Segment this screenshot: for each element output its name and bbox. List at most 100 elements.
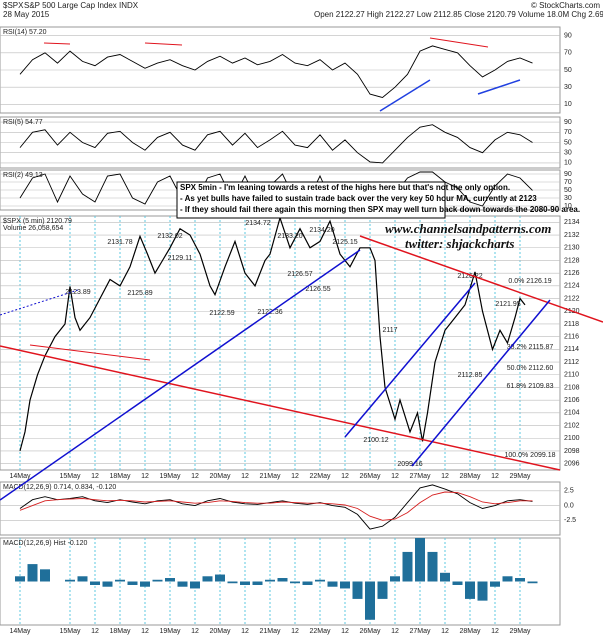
y-tick-label: 70 bbox=[564, 129, 572, 136]
x-tick-label: 12 bbox=[441, 473, 449, 480]
series-line bbox=[19, 45, 533, 98]
x-tick-label: 15May bbox=[59, 628, 81, 635]
bar bbox=[277, 578, 288, 582]
bar bbox=[452, 581, 463, 585]
price-label: 2122.59 bbox=[209, 310, 234, 317]
price-label: 2126.57 bbox=[287, 271, 312, 278]
panel-title: MACD(12,26,9) 0.714, 0.834, -0.120 bbox=[3, 484, 116, 491]
y-tick-label: 2.5 bbox=[564, 488, 574, 495]
x-tick-label: 29May bbox=[509, 628, 531, 635]
bar bbox=[127, 581, 138, 585]
y-tick-label: 10 bbox=[564, 160, 572, 167]
rsi-trend-line bbox=[43, 42, 71, 45]
series-line bbox=[19, 484, 533, 530]
y-tick-label: 2126 bbox=[564, 270, 580, 277]
credit: © StockCharts.com bbox=[531, 1, 600, 10]
price-label: 61.8% 2109.83 bbox=[506, 383, 553, 390]
price-label: 2134.20 bbox=[309, 227, 334, 234]
bar bbox=[215, 574, 225, 582]
x-tick-label: 12 bbox=[91, 628, 99, 635]
panel-subtitle: Volume 26,058,654 bbox=[3, 225, 63, 232]
y-tick-label: 2096 bbox=[564, 460, 580, 467]
trend-line bbox=[0, 289, 79, 316]
y-tick-label: 70 bbox=[564, 179, 572, 186]
x-tick-label: 12 bbox=[241, 628, 249, 635]
y-tick-label: 2104 bbox=[564, 410, 580, 417]
panel-title: MACD(12,26,9) Hist -0.120 bbox=[3, 540, 88, 547]
bar bbox=[415, 538, 425, 582]
bar bbox=[302, 581, 313, 585]
bar bbox=[227, 581, 238, 584]
x-tick-label: 12 bbox=[341, 628, 349, 635]
x-tick-label: 18May bbox=[109, 473, 131, 480]
x-tick-label: 12 bbox=[191, 473, 199, 480]
price-label: 0.0% 2126.19 bbox=[508, 278, 551, 285]
bar bbox=[427, 551, 438, 582]
panel-title: $SPX (5 min) 2120.79 bbox=[3, 218, 72, 225]
x-tick-label: 18May bbox=[109, 628, 131, 635]
y-tick-label: 70 bbox=[564, 50, 572, 57]
price-label: 38.2% 2115.87 bbox=[507, 344, 554, 351]
symbol-name: S&P 500 Large Cap Index INDX bbox=[24, 1, 139, 10]
series-line bbox=[19, 124, 533, 164]
x-tick-label: 12 bbox=[141, 628, 149, 635]
x-tick-label: 22May bbox=[309, 628, 331, 635]
panel-title: RSI(14) 57.20 bbox=[3, 29, 47, 36]
y-tick-label: 2132 bbox=[564, 232, 580, 239]
x-tick-label: 12 bbox=[91, 473, 99, 480]
x-tick-label: 29May bbox=[509, 473, 531, 480]
y-tick-label: 30 bbox=[564, 84, 572, 91]
x-tick-label: 12 bbox=[391, 473, 399, 480]
panel-title: RSI(2) 49.13 bbox=[3, 172, 43, 179]
y-tick-label: 10 bbox=[564, 101, 572, 108]
price-label: 50.0% 2112.60 bbox=[507, 365, 554, 372]
rsi-trend-line bbox=[144, 42, 183, 46]
y-tick-label: 2130 bbox=[564, 245, 580, 252]
x-tick-label: 12 bbox=[141, 473, 149, 480]
bar bbox=[240, 581, 250, 585]
x-tick-label: 26May bbox=[359, 628, 381, 635]
bar bbox=[27, 564, 38, 582]
series-line bbox=[19, 171, 533, 210]
series-line bbox=[19, 215, 526, 452]
bar bbox=[202, 576, 213, 582]
bar bbox=[402, 551, 413, 582]
price-label: 2129.11 bbox=[168, 255, 193, 262]
bar bbox=[177, 581, 188, 587]
y-tick-label: 30 bbox=[564, 195, 572, 202]
x-tick-label: 14May bbox=[9, 628, 31, 635]
x-tick-label: 15May bbox=[59, 473, 81, 480]
x-tick-label: 27May bbox=[409, 473, 431, 480]
x-tick-label: 22May bbox=[309, 473, 331, 480]
y-tick-label: 50 bbox=[564, 187, 572, 194]
y-tick-label: 0.0 bbox=[564, 502, 574, 509]
bar bbox=[252, 581, 263, 585]
y-tick-label: 2112 bbox=[564, 359, 579, 366]
price-label: 2099.16 bbox=[397, 461, 422, 468]
bar bbox=[377, 581, 388, 599]
rsi-trend-line bbox=[379, 79, 431, 112]
x-tick-label: 26May bbox=[359, 473, 381, 480]
annotation-box bbox=[176, 181, 446, 219]
y-tick-label: 90 bbox=[564, 171, 572, 178]
price-label: 2131.78 bbox=[107, 239, 132, 246]
trend-line bbox=[359, 235, 603, 323]
price-label: 2117 bbox=[382, 327, 397, 334]
x-tick-label: 14May bbox=[9, 473, 31, 480]
quote: Open 2122.27 High 2122.27 Low 2112.85 Cl… bbox=[314, 10, 603, 19]
bar bbox=[265, 579, 275, 582]
channel-line bbox=[344, 282, 476, 438]
y-tick-label: 2128 bbox=[564, 257, 580, 264]
bar bbox=[515, 578, 525, 582]
y-tick-label: 2098 bbox=[564, 448, 580, 455]
bar bbox=[102, 581, 113, 587]
bar bbox=[440, 572, 450, 582]
x-tick-label: 12 bbox=[291, 628, 299, 635]
y-tick-label: 2110 bbox=[564, 372, 579, 379]
x-tick-label: 19May bbox=[159, 473, 181, 480]
bar bbox=[65, 579, 75, 582]
y-tick-label: 10 bbox=[564, 203, 572, 210]
bar bbox=[502, 576, 513, 582]
